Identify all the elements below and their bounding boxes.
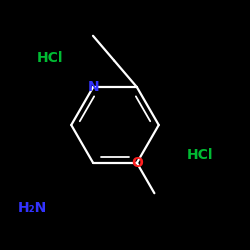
Text: N: N: [87, 80, 99, 94]
Text: O: O: [131, 156, 143, 170]
Text: H₂N: H₂N: [18, 200, 47, 214]
Text: HCl: HCl: [37, 50, 63, 64]
Text: HCl: HCl: [187, 148, 213, 162]
